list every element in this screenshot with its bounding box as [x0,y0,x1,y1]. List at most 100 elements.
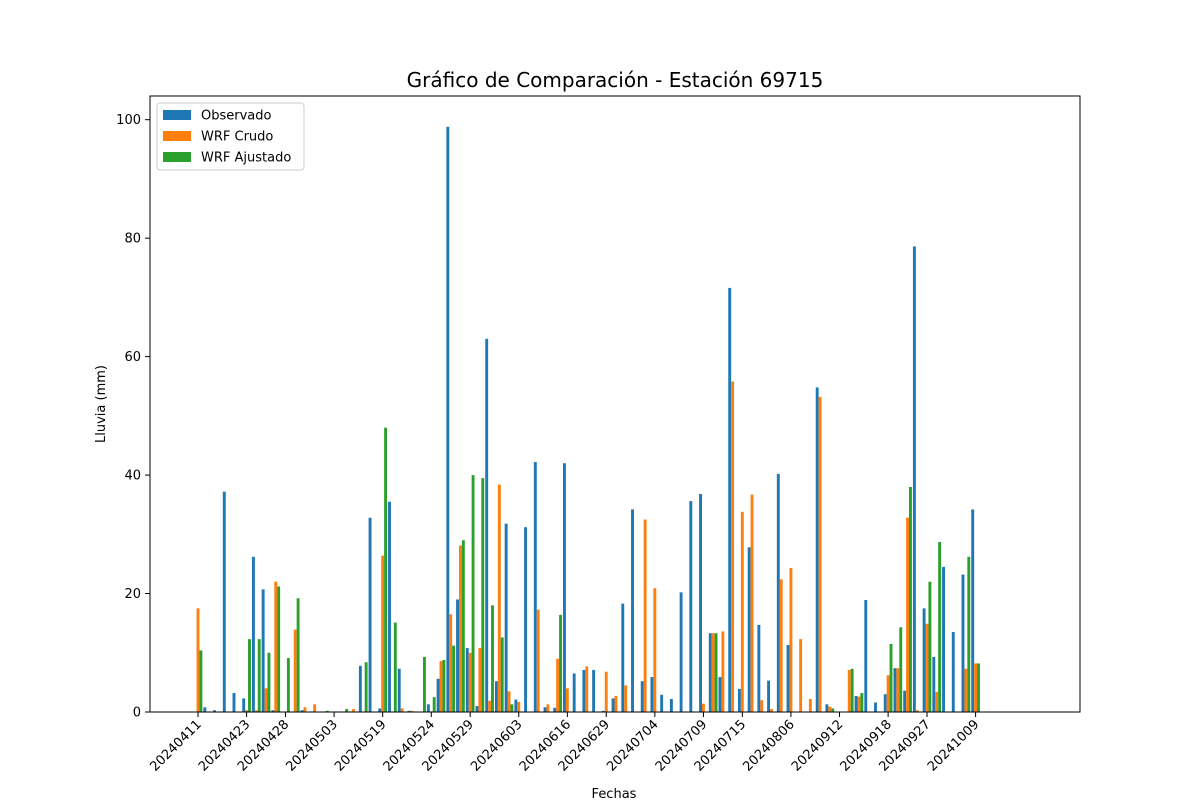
bar-wrf-crudo [750,494,754,712]
bar-observado [757,624,761,712]
bar-observado [650,677,654,712]
bar-wrf-crudo [245,710,249,712]
bar-wrf-ajustado [452,645,456,712]
bar-wrf-crudo [264,688,268,712]
bar-observado [640,681,644,712]
bar-wrf-crudo [468,652,472,712]
y-axis-label: Lluvia (mm) [94,365,109,443]
bar-observado [232,693,236,712]
bar-observado [436,678,440,712]
bar-wrf-ajustado [442,659,446,712]
bar-wrf-crudo [964,668,968,712]
bar-observado [251,556,255,712]
bar-wrf-crudo [711,633,715,712]
bar-observado [368,517,372,712]
bar-wrf-ajustado [977,663,980,712]
bar-observado [815,387,819,712]
bar-observado [883,694,887,712]
bar-wrf-ajustado [345,709,349,712]
bar-wrf-crudo [974,663,978,712]
bar-wrf-ajustado [714,633,718,712]
bar-wrf-ajustado [481,478,485,712]
legend-entry: WRF Ajustado [201,151,291,166]
bar-wrf-crudo [789,568,793,712]
bar-observado [465,648,469,712]
bar-wrf-crudo [274,581,278,712]
bar-wrf-ajustado [432,697,436,712]
bar-wrf-crudo [799,639,803,712]
bar-wrf-crudo [857,696,861,712]
bar-wrf-ajustado [296,598,300,712]
y-tick-label: 40 [124,469,141,484]
bar-wrf-ajustado [860,693,864,712]
plot-frame [149,95,1081,713]
y-tick-label: 60 [124,350,141,365]
bar-wrf-ajustado [899,627,903,712]
legend-entry: Observado [201,109,272,124]
bar-wrf-crudo [653,588,657,712]
bar-wrf-ajustado [325,710,329,712]
bar-wrf-ajustado [491,605,494,712]
legend-swatch [163,152,191,162]
legend-swatch [163,131,191,141]
bar-wrf-ajustado [199,650,203,712]
chart-title: Gráfico de Comparación - Estación 69715 [407,68,824,92]
bar-wrf-ajustado [850,668,854,712]
bar-wrf-ajustado [267,652,271,712]
bar-observado [504,523,508,712]
bar-observado [825,704,829,712]
bar-wrf-ajustado [384,427,388,712]
bar-observado [388,501,391,712]
bar-observado [592,669,596,712]
bars-layer [196,126,980,713]
bar-wrf-crudo [604,671,608,712]
x-tick-label: 20240912 [789,717,846,774]
bar-observado [961,574,965,712]
x-axis-label: Fechas [592,787,637,800]
bar-observado [242,698,246,712]
bar-observado [679,592,683,712]
bar-wrf-ajustado [510,704,514,712]
bar-observado [786,645,790,712]
bar-observado [854,696,858,712]
bar-observado [689,501,693,712]
bar-observado [213,710,216,712]
bar-observado [767,680,771,712]
bar-observado [631,509,634,712]
bar-observado [611,698,615,712]
bar-wrf-crudo [196,608,200,712]
bar-wrf-crudo [536,609,540,712]
bar-wrf-ajustado [461,540,465,712]
bar-wrf-ajustado [471,475,475,712]
bar-observado [776,473,780,712]
bar-observado [893,668,897,712]
bar-observado [912,246,916,712]
bar-wrf-ajustado [257,639,261,712]
bar-wrf-crudo [400,708,404,712]
bar-wrf-crudo [818,396,822,712]
bar-wrf-crudo [935,691,939,712]
bar-observado [533,462,537,712]
y-tick-label: 80 [124,232,141,247]
bar-wrf-ajustado [500,637,504,712]
bar-wrf-crudo [254,710,258,712]
bar-wrf-ajustado [423,656,426,712]
x-tick-label: 20240806 [740,717,797,774]
bar-observado [475,706,479,712]
bar-observado [222,491,226,712]
bar-wrf-ajustado [928,581,932,712]
bar-observado [397,668,401,712]
bar-observado [358,665,362,712]
bar-wrf-crudo [886,675,890,712]
bar-observado [864,600,868,712]
bar-wrf-ajustado [248,639,251,712]
bar-observado [728,287,732,712]
bar-observado [300,710,304,712]
bar-wrf-ajustado [393,622,397,712]
bar-observado [271,710,275,712]
bar-wrf-crudo [624,685,628,712]
bar-wrf-crudo [546,704,550,712]
x-tick-label: 20241009 [925,717,982,774]
bar-wrf-crudo [458,545,462,712]
bar-observado [669,698,673,712]
